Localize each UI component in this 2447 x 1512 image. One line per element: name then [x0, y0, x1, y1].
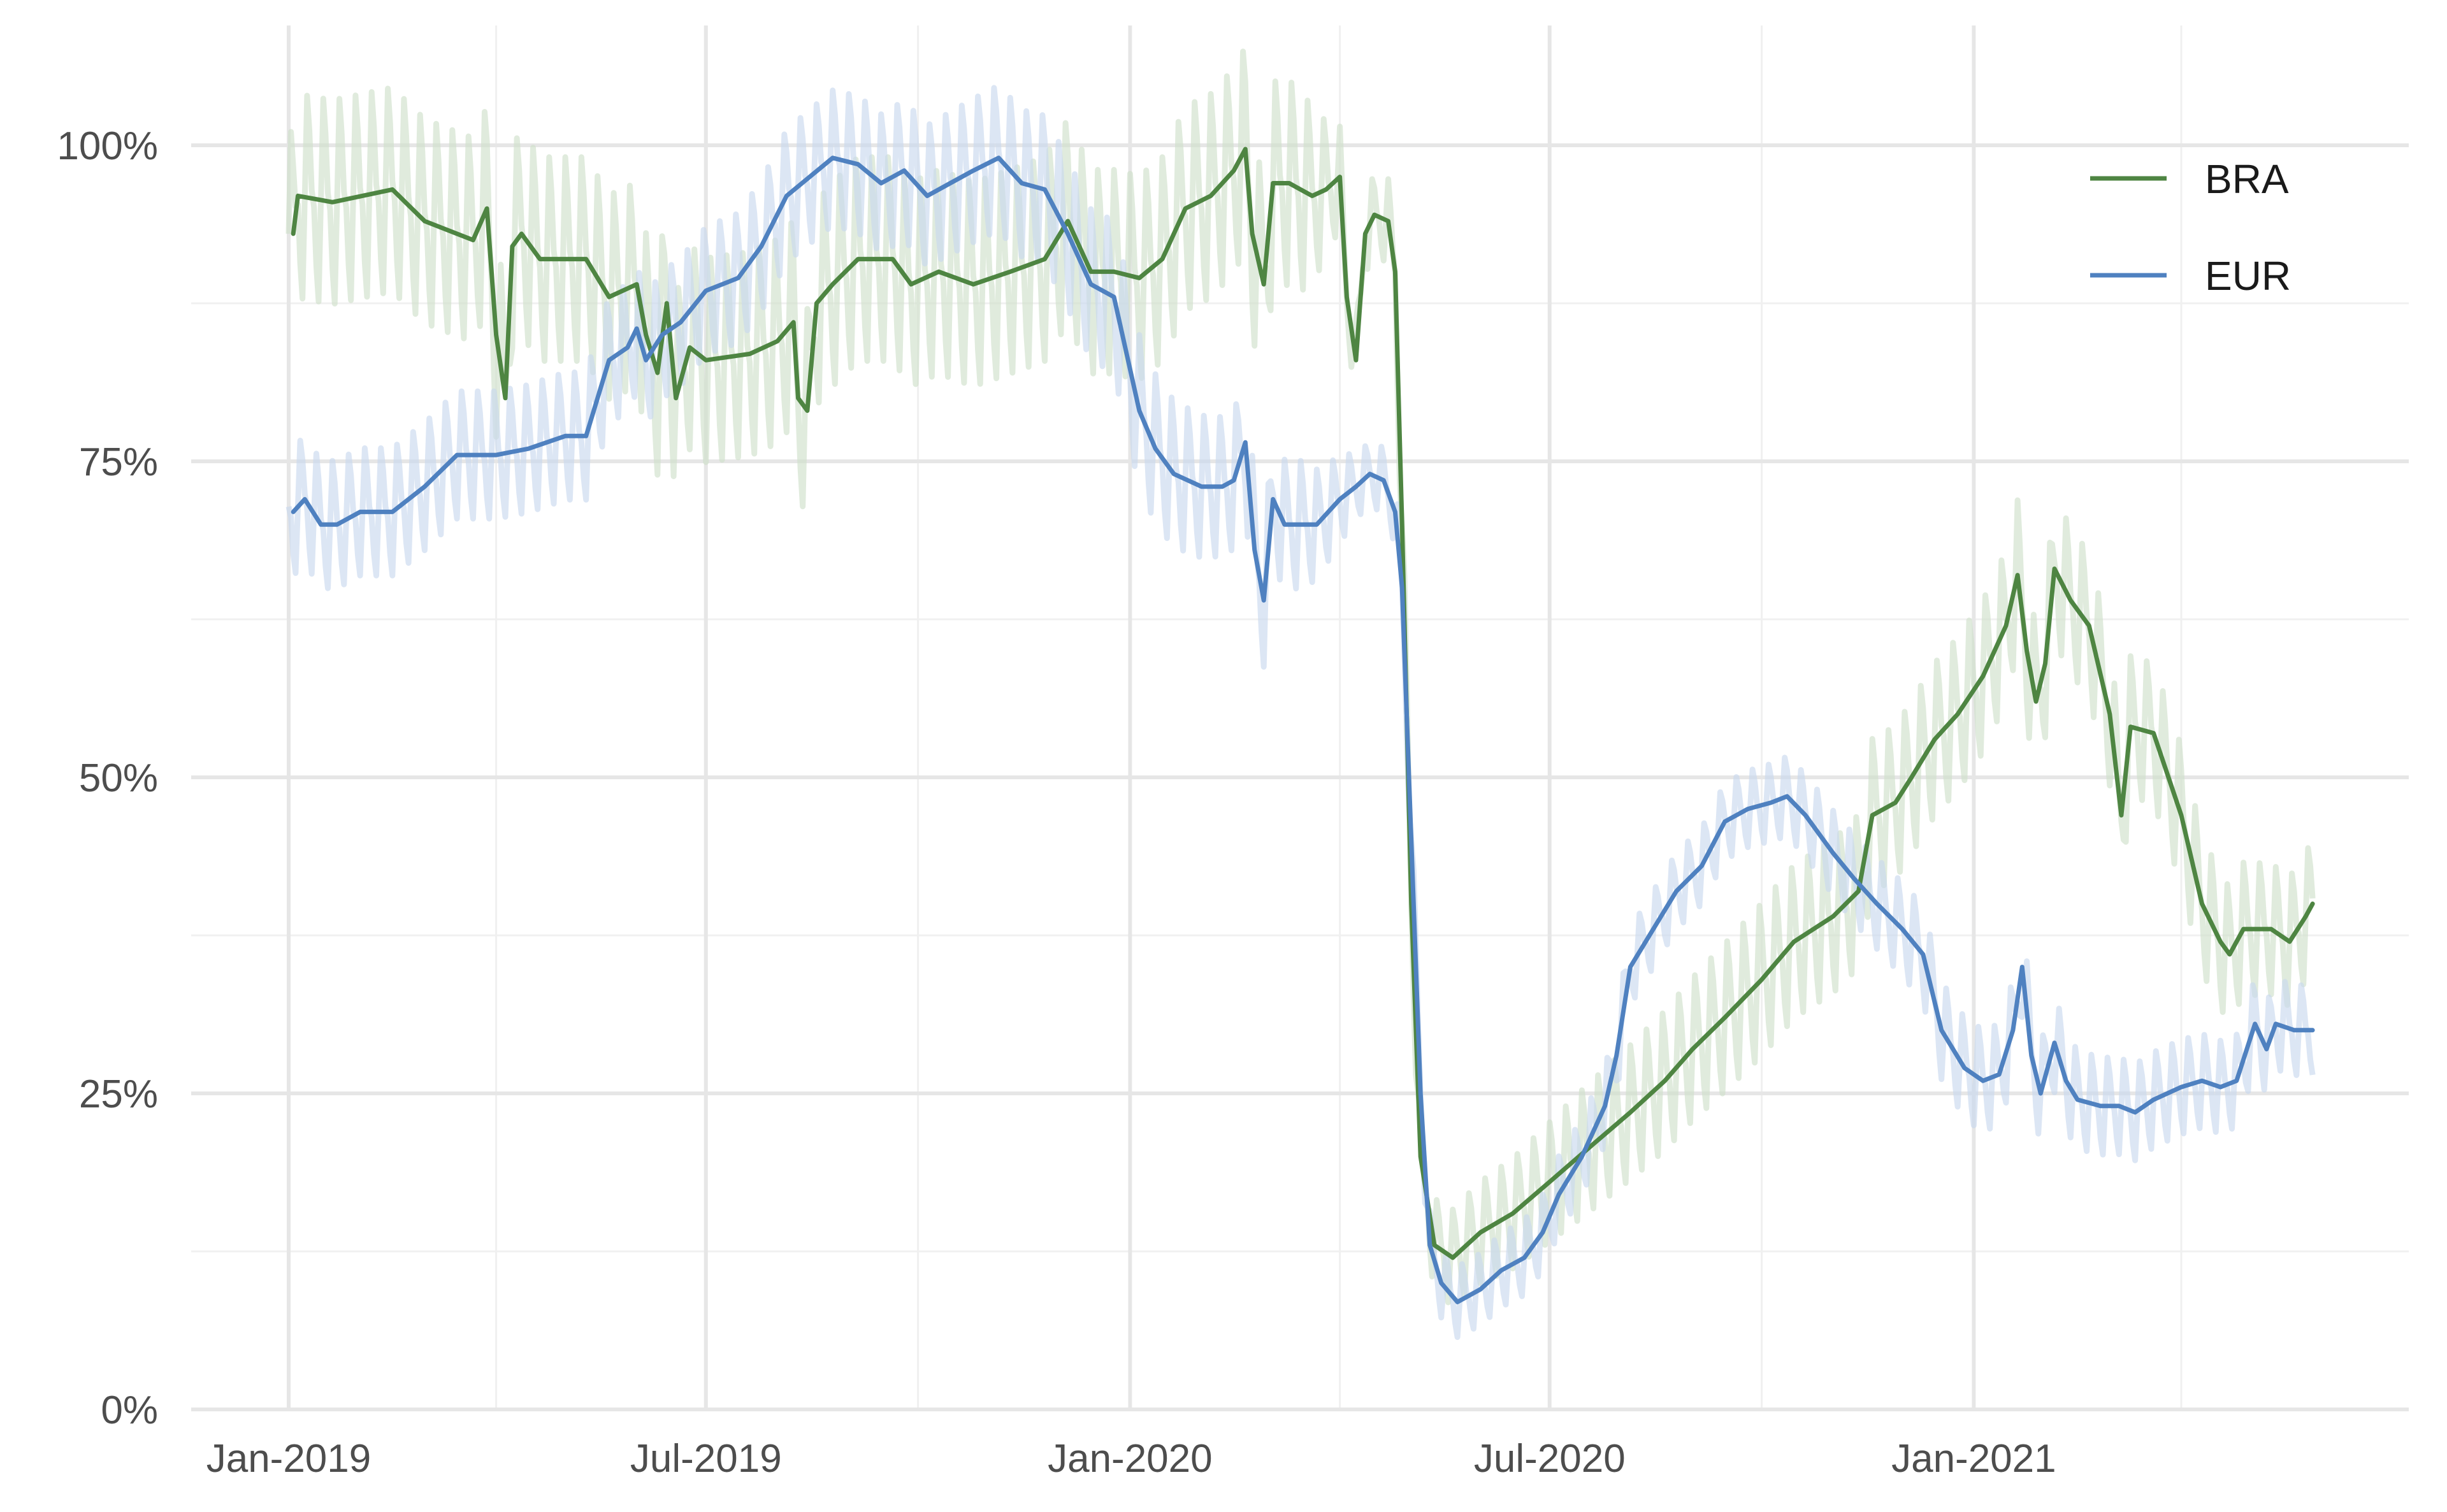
axis-labels: 0% 25% 50% 75% 100% Jan-2019 Jul-2019 Jan-2020 J…: [57, 124, 2056, 1481]
band-eur: [285, 85, 2316, 1340]
series-line-bra: [291, 147, 2315, 1260]
x-tick-label: Jan-2019: [206, 1437, 372, 1481]
legend: BRA EUR: [2090, 156, 2291, 299]
x-tick-label: Jan-2020: [1048, 1437, 1213, 1481]
x-tick-label: Jul-2020: [1474, 1437, 1626, 1481]
y-tick-label: 75%: [79, 440, 158, 484]
x-tick-label: Jul-2019: [630, 1437, 782, 1481]
series-line-eur: [291, 155, 2315, 1304]
legend-label-bra: BRA: [2205, 156, 2289, 202]
x-tick-label: Jan-2021: [1891, 1437, 2056, 1481]
y-tick-label: 50%: [79, 756, 158, 800]
series-lines: [291, 147, 2315, 1304]
y-tick-label: 25%: [79, 1072, 158, 1116]
y-tick-label: 100%: [57, 124, 158, 168]
y-tick-label: 0%: [101, 1388, 158, 1432]
legend-label-eur: EUR: [2205, 253, 2291, 299]
